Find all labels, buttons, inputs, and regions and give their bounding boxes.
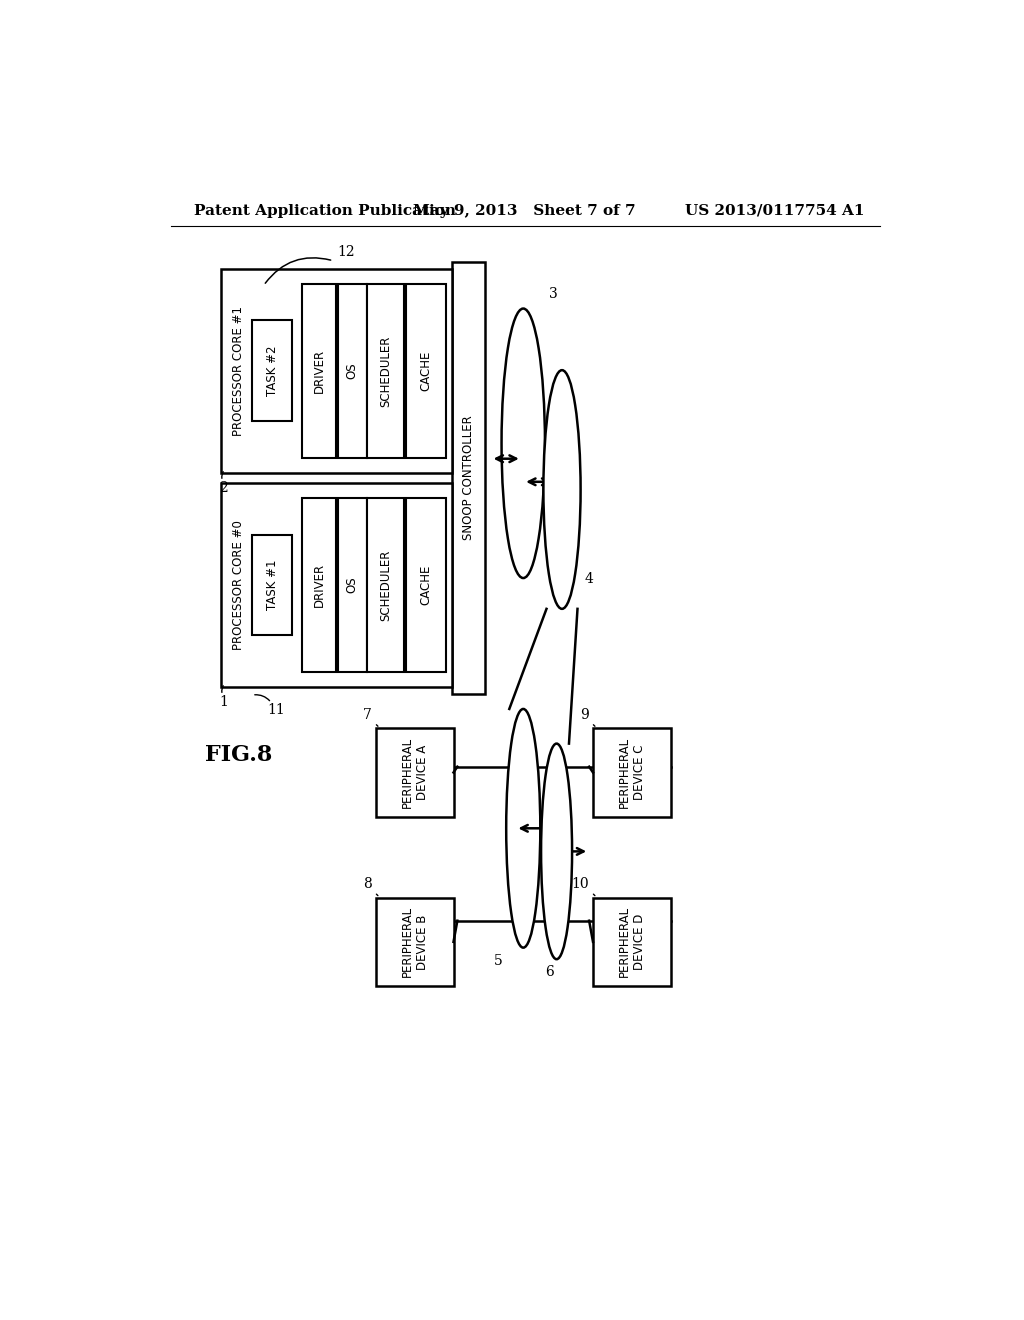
Text: 8: 8 bbox=[364, 878, 372, 891]
Text: OS: OS bbox=[346, 577, 358, 593]
Bar bbox=[338, 498, 367, 672]
Text: PROCESSOR CORE #0: PROCESSOR CORE #0 bbox=[231, 520, 245, 649]
Bar bbox=[376, 898, 454, 986]
Text: 5: 5 bbox=[494, 954, 503, 968]
Text: CACHE: CACHE bbox=[419, 351, 432, 391]
Text: PERIPHERAL
DEVICE B: PERIPHERAL DEVICE B bbox=[400, 907, 429, 977]
Text: 3: 3 bbox=[549, 286, 558, 301]
Text: TASK #1: TASK #1 bbox=[265, 560, 279, 610]
Bar bbox=[593, 898, 671, 986]
Ellipse shape bbox=[502, 309, 545, 578]
Text: 9: 9 bbox=[581, 708, 589, 722]
Text: 12: 12 bbox=[337, 244, 355, 259]
Ellipse shape bbox=[541, 743, 572, 960]
Text: 4: 4 bbox=[585, 572, 593, 586]
Bar bbox=[252, 535, 292, 635]
Text: Patent Application Publication: Patent Application Publication bbox=[194, 203, 456, 218]
Bar bbox=[593, 729, 671, 817]
Text: DRIVER: DRIVER bbox=[312, 562, 326, 607]
Text: SCHEDULER: SCHEDULER bbox=[379, 335, 392, 407]
Text: PERIPHERAL
DEVICE A: PERIPHERAL DEVICE A bbox=[400, 737, 429, 808]
Bar bbox=[367, 284, 404, 458]
Ellipse shape bbox=[544, 370, 581, 609]
Text: TASK #2: TASK #2 bbox=[265, 346, 279, 396]
Bar bbox=[221, 268, 452, 474]
Text: OS: OS bbox=[346, 363, 358, 379]
Bar bbox=[376, 729, 454, 817]
Text: 11: 11 bbox=[267, 702, 286, 717]
Ellipse shape bbox=[506, 709, 541, 948]
Bar bbox=[406, 498, 445, 672]
Bar bbox=[302, 498, 336, 672]
Text: PERIPHERAL
DEVICE D: PERIPHERAL DEVICE D bbox=[617, 907, 646, 977]
Text: May 9, 2013   Sheet 7 of 7: May 9, 2013 Sheet 7 of 7 bbox=[414, 203, 636, 218]
Bar bbox=[252, 321, 292, 421]
Text: 7: 7 bbox=[364, 708, 372, 722]
Bar bbox=[406, 284, 445, 458]
Bar bbox=[338, 284, 367, 458]
Bar bbox=[221, 483, 452, 688]
Text: PROCESSOR CORE #1: PROCESSOR CORE #1 bbox=[231, 306, 245, 436]
Text: CACHE: CACHE bbox=[419, 565, 432, 605]
Text: SCHEDULER: SCHEDULER bbox=[379, 549, 392, 620]
Bar bbox=[452, 263, 484, 693]
Text: 2: 2 bbox=[219, 480, 228, 495]
Bar bbox=[302, 284, 336, 458]
Text: PERIPHERAL
DEVICE C: PERIPHERAL DEVICE C bbox=[617, 737, 646, 808]
Text: 10: 10 bbox=[571, 878, 589, 891]
Text: 1: 1 bbox=[219, 696, 228, 709]
Text: US 2013/0117754 A1: US 2013/0117754 A1 bbox=[685, 203, 864, 218]
Bar bbox=[367, 498, 404, 672]
Text: 6: 6 bbox=[545, 965, 554, 979]
Text: FIG.8: FIG.8 bbox=[206, 743, 272, 766]
Text: DRIVER: DRIVER bbox=[312, 348, 326, 393]
Text: SNOOP CONTROLLER: SNOOP CONTROLLER bbox=[462, 416, 475, 540]
